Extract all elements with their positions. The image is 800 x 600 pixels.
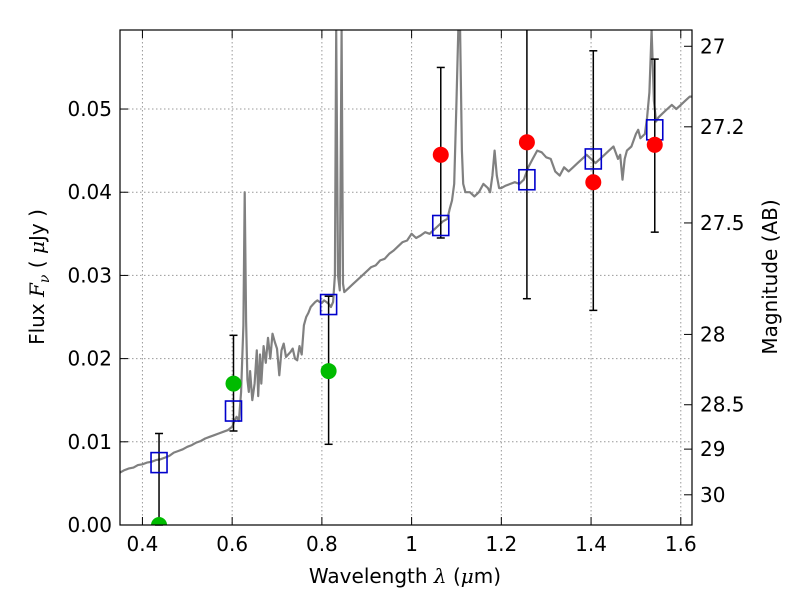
y2-tick-label: 30 [700,483,725,507]
x-tick-label: 1.6 [665,532,697,556]
red-data-point [518,134,535,151]
y-tick-label: 0.01 [67,430,112,454]
x-axis-title: Wavelength λ (μm) [309,564,501,588]
spectrum-series [120,30,692,474]
model-box-marker [319,293,338,316]
x-tick-label: 0.4 [127,532,159,556]
x-tick-label: 1.4 [575,532,607,556]
y2-tick-label: 28 [700,322,725,346]
y-axis-title: Flux Fν ( μJy ) [25,209,53,345]
y2-axis-title: Magnitude (AB) [758,199,782,354]
red-data-point [585,174,602,191]
y-tick-label: 0.02 [67,347,112,371]
y2-tick-label: 29 [700,437,725,461]
y-tick-label: 0.03 [67,263,112,287]
green-data-point [151,517,168,525]
model-box-marker [518,168,536,191]
errorbar-group [155,30,659,526]
y2-tick-label: 28.5 [700,393,745,417]
model-box-marker [224,400,243,422]
spectrum-line [120,30,692,474]
y-tick-label: 0.04 [67,180,112,204]
y2-tick-label: 27.5 [700,211,745,235]
y2-tick-label: 27.2 [700,115,745,139]
green-data-point [320,363,337,380]
red-data-point [646,136,663,153]
model-box-marker [150,451,168,474]
model-box-markers [150,119,664,474]
red-data-point [432,146,449,163]
plot-frame [119,29,693,526]
y-tick-label: 0.00 [67,513,112,537]
x-tick-label: 1.2 [485,532,517,556]
model-box-marker [431,214,450,237]
x-tick-label: 0.8 [306,532,338,556]
y2-tick-label: 27 [700,34,725,58]
y-tick-label: 0.05 [67,97,112,121]
x-tick-label: 0.6 [216,532,248,556]
axis-ticks: 0.4 0.6 0.8 1 1.2 1.4 1.6 0.00 0.01 0.02 0.03 0.04 0… [67,30,745,556]
photometry-points [151,134,663,525]
model-box-marker [584,148,603,170]
green-data-point [225,375,242,392]
x-tick-label: 1 [405,532,418,556]
grid-lines [120,30,692,526]
